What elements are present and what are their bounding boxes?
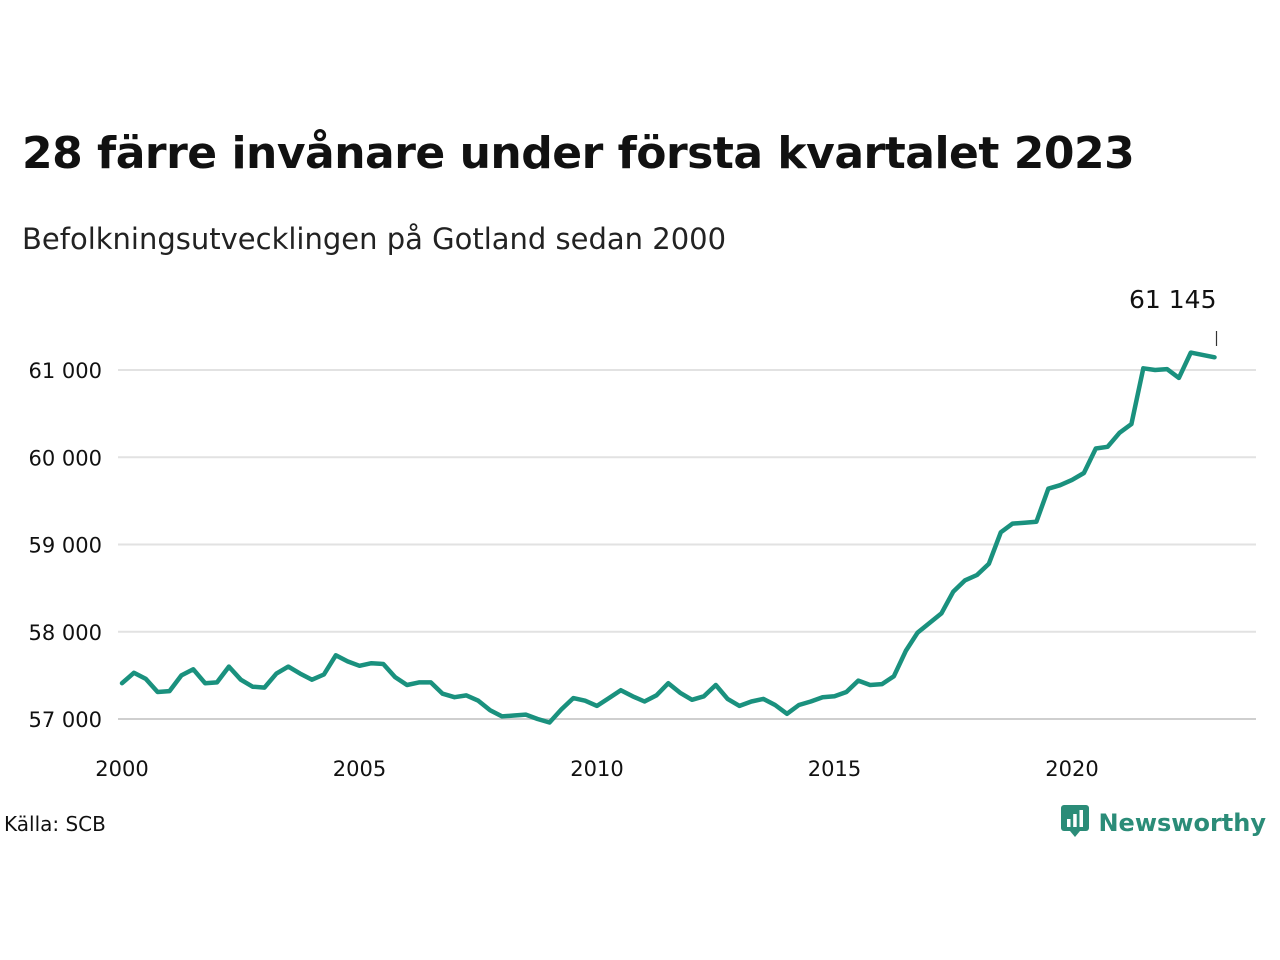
x-tick-label: 2000 (95, 757, 148, 781)
y-tick-label: 59 000 (29, 534, 102, 558)
series-line (119, 350, 1217, 725)
brand-logo: Newsworthy (1060, 804, 1266, 842)
x-tick-label: 2005 (333, 757, 386, 781)
y-tick-label: 58 000 (29, 621, 102, 645)
y-tick-label: 57 000 (29, 708, 102, 732)
source-note: Källa: SCB (4, 812, 106, 836)
y-axis-ticks: 57 000 58 000 59 000 60 000 61 000 (29, 359, 102, 732)
y-tick-label: 61 000 (29, 359, 102, 383)
x-tick-label: 2020 (1045, 757, 1098, 781)
x-tick-label: 2010 (570, 757, 623, 781)
grid-lines (118, 369, 1256, 720)
x-axis-ticks: 2000 2005 2010 2015 2020 (95, 757, 1098, 781)
brand-name: Newsworthy (1098, 809, 1266, 837)
chart-title: 28 färre invånare under första kvartalet… (22, 128, 1135, 179)
series (119, 350, 1217, 725)
annotation: 61 145 (1129, 285, 1218, 346)
x-tick-label: 2015 (808, 757, 861, 781)
chart-subtitle: Befolkningsutvecklingen på Gotland sedan… (22, 222, 727, 256)
annotation-label: 61 145 (1129, 285, 1216, 314)
newsworthy-logo-icon (1060, 804, 1090, 842)
y-tick-label: 60 000 (29, 446, 102, 470)
